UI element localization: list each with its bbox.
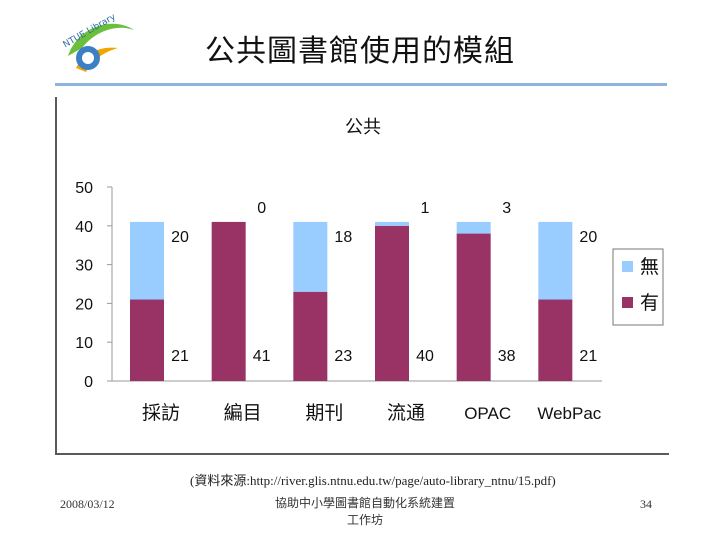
y-tick-label: 10 <box>75 335 93 352</box>
chart-frame: 公共 0 10 20 30 40 50 21 20 採訪 41 0 編目 23 18 期刊 40 1 流通 38 3 OP… <box>55 97 669 455</box>
data-label-has: 21 <box>171 348 189 365</box>
category-label: OPAC <box>464 404 511 423</box>
category-label: 編目 <box>224 402 262 424</box>
chart-title: 公共 <box>345 117 381 138</box>
y-tick-label: 50 <box>75 180 93 197</box>
bar-has <box>456 233 491 381</box>
legend-label: 無 <box>640 256 659 278</box>
y-tick-label: 20 <box>75 296 93 313</box>
page-number: 34 <box>640 497 652 511</box>
bar-has <box>375 225 409 381</box>
category-label: 期刊 <box>305 402 343 424</box>
data-label-has: 40 <box>416 348 434 365</box>
y-tick-label: 0 <box>84 374 93 391</box>
bar-has <box>130 299 164 381</box>
data-label-none: 20 <box>579 229 597 246</box>
footer-line-2: 工作坊 <box>346 513 383 527</box>
title-divider <box>55 83 667 86</box>
category-label: WebPac <box>537 404 601 423</box>
y-tick-label: 30 <box>75 258 93 275</box>
footer-line-1: 協助中小學圖書館自動化系統建置 <box>274 496 455 510</box>
data-label-none: 18 <box>334 229 352 246</box>
footer-date: 2008/03/12 <box>60 497 115 511</box>
legend-box <box>612 248 664 326</box>
footer-workshop-title: 協助中小學圖書館自動化系統建置 工作坊 <box>250 495 480 529</box>
data-label-none: 1 <box>421 200 430 217</box>
data-label-has: 38 <box>498 348 516 365</box>
bar-has <box>211 221 246 381</box>
source-note: (資料來源:http://river.glis.ntnu.edu.tw/page… <box>190 473 556 488</box>
data-label-has: 41 <box>253 348 271 365</box>
bar-none <box>375 221 409 226</box>
category-label: 採訪 <box>142 402 180 424</box>
bar-none <box>538 221 573 300</box>
data-label-none: 0 <box>257 200 266 217</box>
data-label-has: 23 <box>334 348 352 365</box>
bar-has <box>293 291 328 381</box>
data-label-has: 21 <box>579 348 597 365</box>
data-label-none: 20 <box>171 229 189 246</box>
bar-has <box>538 299 573 381</box>
bar-none <box>293 221 328 292</box>
legend-swatch <box>622 297 633 308</box>
category-label: 流通 <box>387 402 425 424</box>
data-label-none: 3 <box>502 200 511 217</box>
bar-none <box>456 221 491 234</box>
legend-swatch <box>622 261 633 272</box>
y-tick-label: 40 <box>75 219 93 236</box>
legend-label: 有 <box>640 292 659 314</box>
slide-title: 公共圖書館使用的模組 <box>205 34 515 69</box>
library-logo: NTUE Library <box>62 12 134 72</box>
bar-none <box>130 221 164 300</box>
stacked-bar-chart: 公共 0 10 20 30 40 50 21 20 採訪 41 0 編目 23 18 期刊 40 1 流通 38 3 OP… <box>75 117 664 424</box>
